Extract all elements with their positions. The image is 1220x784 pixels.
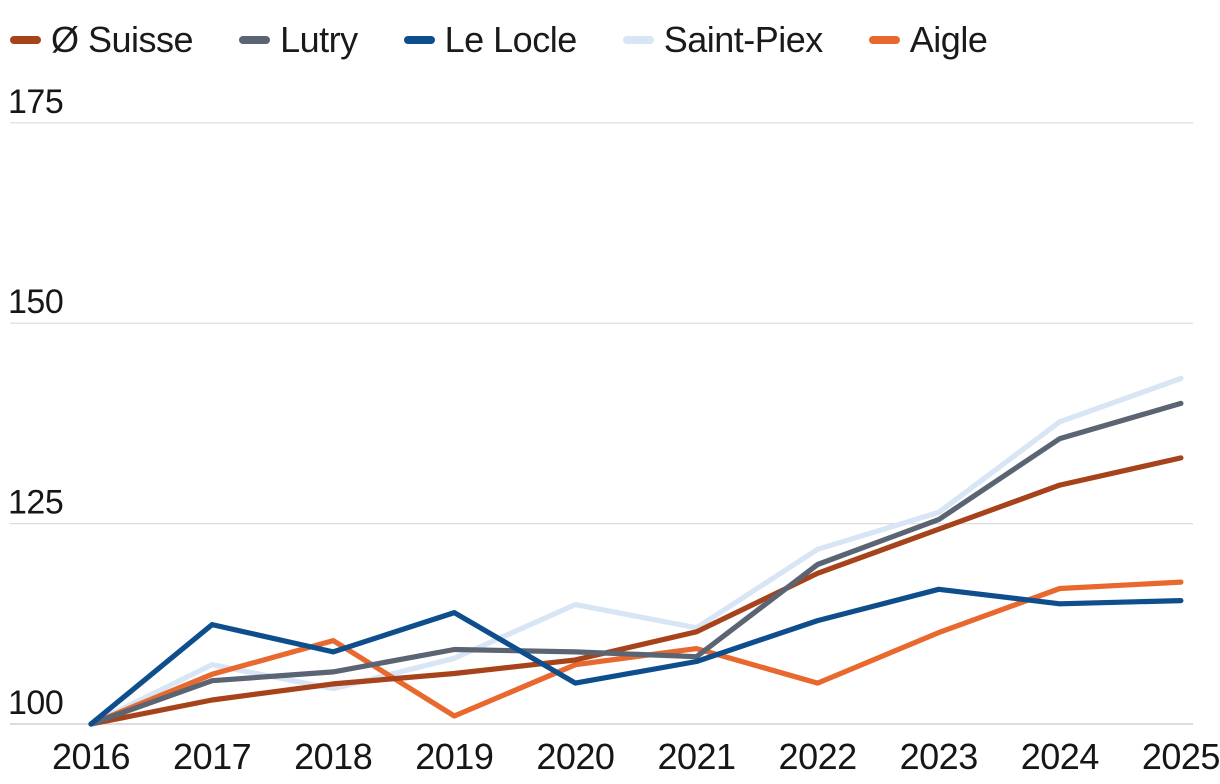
legend-swatch-aigle <box>868 36 900 44</box>
legend-label: Aigle <box>909 19 988 60</box>
legend-swatch-lutry <box>239 36 271 44</box>
series-line-suisse <box>88 455 1184 727</box>
x-tick-label-2016: 2016 <box>52 736 130 777</box>
y-tick-label-100: 100 <box>8 684 63 722</box>
series-line-lutry <box>88 400 1184 727</box>
x-tick-label-2020: 2020 <box>536 736 614 777</box>
x-tick-label-2019: 2019 <box>415 736 493 777</box>
y-tick-label-175: 175 <box>8 83 63 121</box>
legend-label: Ø Suisse <box>51 19 194 60</box>
legend-label: Saint-Piex <box>663 19 824 60</box>
legend-label: Lutry <box>280 19 358 60</box>
legend: Ø Suisse Lutry Le Locle Saint-Piex Aigle <box>10 19 988 60</box>
legend-item-lutry[interactable]: Lutry <box>239 22 358 58</box>
x-tick-label-2018: 2018 <box>294 736 372 777</box>
legend-item-suisse[interactable]: Ø Suisse <box>10 19 194 60</box>
y-tick-label-125: 125 <box>8 484 63 522</box>
legend-swatch-le-locle <box>403 36 435 44</box>
legend-swatch-suisse <box>10 36 41 44</box>
y-tick-label-150: 150 <box>8 283 63 321</box>
legend-item-le-locle[interactable]: Le Locle <box>403 19 578 60</box>
x-tick-label-2022: 2022 <box>779 736 857 777</box>
legend-swatch-saint-piex <box>622 36 654 44</box>
x-tick-label-2025: 2025 <box>1142 736 1220 777</box>
x-tick-label-2017: 2017 <box>173 736 251 777</box>
x-tick-label-2023: 2023 <box>900 736 978 777</box>
legend-label: Le Locle <box>444 19 578 60</box>
legend-item-saint-piex[interactable]: Saint-Piex <box>622 19 824 60</box>
series-line-le-locle <box>88 586 1184 727</box>
legend-item-aigle[interactable]: Aigle <box>868 19 988 60</box>
x-tick-label-2021: 2021 <box>657 736 735 777</box>
x-tick-label-2024: 2024 <box>1021 736 1099 777</box>
